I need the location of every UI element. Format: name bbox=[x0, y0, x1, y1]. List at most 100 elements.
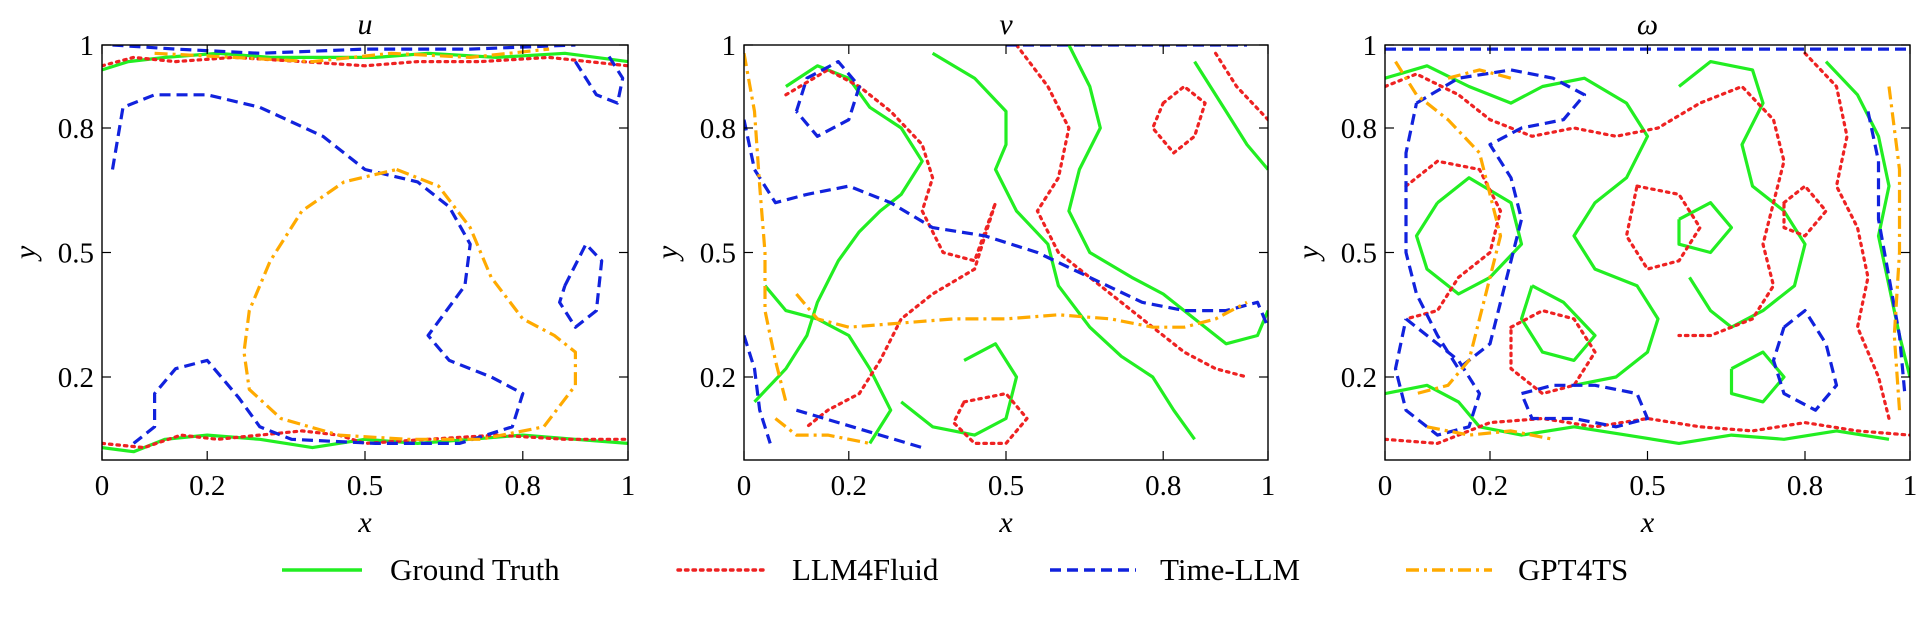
panel-2: 0 0.2 0.5 0.8 1 0.2 0.5 0.8 1 v x y bbox=[651, 8, 1275, 539]
ground-truth-contour-1 bbox=[753, 64, 924, 403]
y-tick-label: 1 bbox=[722, 30, 737, 62]
llm4fluid-contour-5 bbox=[1803, 51, 1891, 421]
x-axis-label: x bbox=[998, 506, 1013, 539]
legend-entry-time-llm: Time-LLM bbox=[1050, 552, 1300, 587]
gpt4ts-contour-3 bbox=[1887, 86, 1902, 411]
llm4fluid-contour-3 bbox=[1509, 309, 1597, 396]
legend-label: LLM4Fluid bbox=[792, 552, 939, 587]
x-axis-label: x bbox=[357, 506, 372, 539]
llm4fluid-contour-1 bbox=[784, 68, 998, 429]
series-group bbox=[102, 45, 628, 454]
x-tick-label: 0.5 bbox=[1629, 470, 1665, 502]
x-tick-label: 0.2 bbox=[1472, 470, 1508, 502]
gpt4ts-contour-4 bbox=[1447, 68, 1512, 80]
panels: 0 0.2 0.5 0.8 1 0.2 0.5 0.8 1 u x y 0 0.2 0.5 0.8 1 0.2 0.… bbox=[9, 8, 1917, 539]
x-tick-label: 1 bbox=[1903, 470, 1918, 502]
y-tick-label: 0.8 bbox=[1341, 113, 1377, 145]
y-tick-label: 1 bbox=[1363, 30, 1378, 62]
legend-label: Ground Truth bbox=[390, 552, 560, 587]
legend-entry-gpt4ts: GPT4TS bbox=[1406, 552, 1628, 587]
time-llm-contour-4 bbox=[1520, 383, 1650, 429]
panel-1: 0 0.2 0.5 0.8 1 0.2 0.5 0.8 1 u x y bbox=[9, 8, 635, 539]
y-tick-label: 0.5 bbox=[1341, 238, 1377, 270]
llm4fluid-contour-4 bbox=[1624, 184, 1702, 271]
llm4fluid-contour-2 bbox=[1014, 45, 1249, 379]
x-tick-label: 0.5 bbox=[347, 470, 383, 502]
gpt4ts-contour-1 bbox=[1394, 60, 1503, 396]
x-tick-label: 0.8 bbox=[505, 470, 541, 502]
x-tick-label: 0.8 bbox=[1787, 470, 1823, 502]
llm4fluid-contour-4 bbox=[1214, 51, 1268, 122]
plot-frame bbox=[101, 44, 629, 461]
time-llm-contour-1 bbox=[744, 119, 1268, 328]
gpt4ts-contour-2 bbox=[795, 292, 1248, 329]
y-tick-label: 0.5 bbox=[58, 238, 94, 270]
x-tick-label: 0.5 bbox=[988, 470, 1024, 502]
llm4fluid-contour-5 bbox=[952, 392, 1029, 445]
gpt4ts-contour-3 bbox=[774, 417, 871, 445]
y-tick-label: 0.2 bbox=[1341, 362, 1377, 394]
x-tick-label: 0.2 bbox=[831, 470, 867, 502]
ground-truth-contour-6 bbox=[1385, 383, 1890, 445]
legend-entry-ground-truth: Ground Truth bbox=[282, 552, 560, 587]
time-llm-contour-1 bbox=[110, 93, 525, 445]
ground-truth-contour-8 bbox=[1729, 350, 1786, 404]
y-axis-label: y bbox=[651, 245, 684, 262]
series-group bbox=[1385, 47, 1910, 445]
x-tick-label: 1 bbox=[621, 470, 636, 502]
time-llm-contour-2 bbox=[794, 60, 861, 138]
gpt4ts-contour-1 bbox=[242, 167, 577, 441]
y-tick-label: 0.8 bbox=[700, 113, 736, 145]
time-llm-contour-6 bbox=[1866, 111, 1907, 394]
x-tick-label: 0 bbox=[95, 470, 110, 502]
legend-entry-llm4fluid: LLM4Fluid bbox=[676, 552, 939, 587]
llm4fluid-contour-6 bbox=[1385, 416, 1910, 445]
llm4fluid-contour-7 bbox=[1782, 184, 1828, 238]
plot-frame bbox=[1384, 44, 1911, 461]
time-llm-contour-4 bbox=[112, 45, 576, 55]
llm4fluid-contour-2 bbox=[1404, 159, 1503, 321]
ground-truth-contour-5 bbox=[1677, 201, 1734, 255]
time-llm-contour-3 bbox=[1393, 317, 1482, 437]
x-tick-label: 0 bbox=[1378, 470, 1393, 502]
panel-3: 0 0.2 0.5 0.8 1 0.2 0.5 0.8 1 ω x y bbox=[1292, 8, 1917, 539]
plot-frame bbox=[743, 44, 1269, 461]
ground-truth-contour-6 bbox=[763, 284, 893, 445]
x-tick-label: 0.2 bbox=[189, 470, 225, 502]
y-tick-label: 0.5 bbox=[700, 238, 736, 270]
legend-label: GPT4TS bbox=[1518, 552, 1628, 587]
ground-truth-contour-5 bbox=[900, 342, 1019, 437]
ground-truth-contour-4 bbox=[1519, 284, 1597, 362]
legend: Ground Truth LLM4Fluid Time-LLM GPT4TS bbox=[282, 552, 1628, 587]
x-tick-label: 1 bbox=[1261, 470, 1276, 502]
llm4fluid-contour-1 bbox=[102, 55, 628, 68]
ground-truth-contour-1 bbox=[1385, 64, 1660, 387]
ground-truth-contour-2 bbox=[1678, 60, 1807, 329]
x-tick-label: 0 bbox=[737, 470, 752, 502]
panel-title: v bbox=[999, 8, 1013, 41]
y-axis-label: y bbox=[9, 245, 42, 262]
y-tick-label: 0.2 bbox=[58, 362, 94, 394]
time-llm-contour-4 bbox=[795, 408, 923, 450]
panel-title: u bbox=[358, 8, 373, 41]
ground-truth-contour-3 bbox=[1067, 45, 1268, 346]
llm4fluid-contour-1 bbox=[1385, 72, 1786, 338]
x-axis-label: x bbox=[1640, 506, 1655, 539]
series-group bbox=[744, 45, 1268, 450]
panel-title: ω bbox=[1637, 8, 1658, 41]
ground-truth-contour-7 bbox=[1824, 60, 1910, 378]
time-llm-contour-2 bbox=[558, 242, 604, 329]
x-tick-label: 0.8 bbox=[1145, 470, 1181, 502]
y-tick-label: 0.2 bbox=[700, 362, 736, 394]
gpt4ts-contour-2 bbox=[1426, 425, 1554, 441]
gpt4ts-contour-1 bbox=[744, 53, 788, 403]
ground-truth-contour-4 bbox=[1193, 60, 1268, 171]
ground-truth-contour-2 bbox=[931, 51, 1196, 441]
llm4fluid-contour-3 bbox=[1151, 84, 1207, 155]
llm4fluid-contour-2 bbox=[102, 429, 628, 450]
y-tick-label: 1 bbox=[80, 30, 95, 62]
time-llm-contour-3 bbox=[744, 335, 772, 444]
time-llm-contour-3 bbox=[574, 52, 625, 105]
time-llm-contour-2 bbox=[1404, 68, 1587, 371]
